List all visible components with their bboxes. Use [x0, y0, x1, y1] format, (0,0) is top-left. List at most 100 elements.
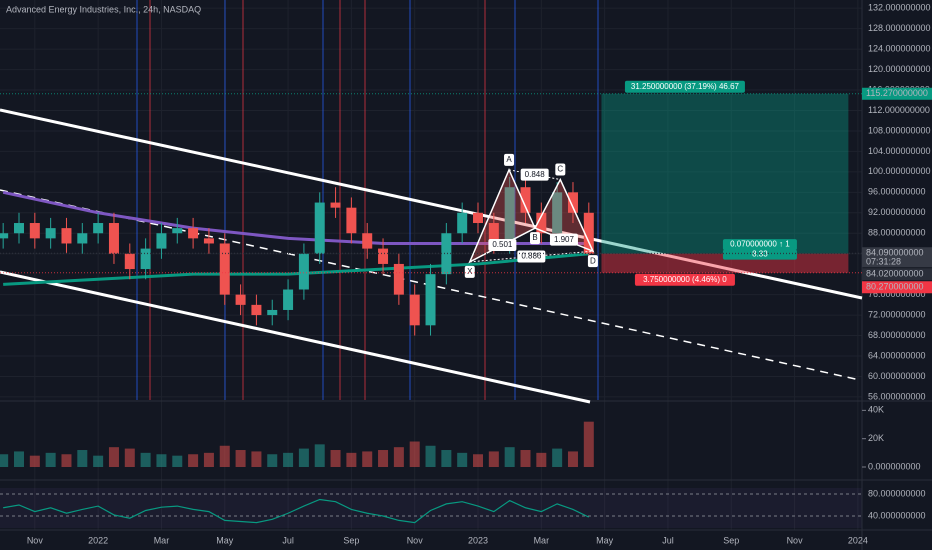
x-tick-label: Mar — [154, 535, 170, 545]
candle-body — [393, 263, 404, 295]
candle-body — [203, 238, 214, 244]
volume-bar — [140, 452, 151, 467]
pattern-ratio: 0.848 — [525, 170, 546, 179]
pattern-ratio: 1.907 — [554, 235, 575, 244]
volume-bar — [583, 421, 594, 467]
candle-body — [156, 233, 167, 249]
pattern-ratio-box — [488, 239, 517, 252]
candle-body — [346, 207, 357, 234]
volume-bar — [61, 454, 72, 467]
volume-bar — [504, 447, 515, 467]
volume-bar — [219, 445, 230, 467]
volume-bar — [314, 444, 325, 467]
x-tick-label: 2023 — [468, 535, 488, 545]
price-marker-box — [862, 87, 932, 100]
price-marker-label: 84.020000000 — [866, 269, 924, 279]
candle-body — [172, 228, 183, 234]
pattern-ratio: 0.501 — [492, 240, 513, 249]
pattern-ratio-box — [520, 168, 549, 181]
candle-body — [0, 233, 9, 239]
volume-bar — [425, 445, 436, 467]
candle-body — [140, 248, 151, 270]
volume-bar — [77, 450, 88, 467]
x-tick-label: 2024 — [848, 535, 868, 545]
volume-bar — [298, 448, 309, 467]
pattern-point-box — [529, 232, 540, 245]
position-entry-sublabel-box — [722, 249, 797, 260]
y-tick-label: 112.000000000 — [868, 105, 930, 115]
candle-body — [504, 187, 515, 244]
position-entry-sublabel: 8.33 — [752, 250, 768, 259]
y-tick-label: 132.000000000 — [868, 3, 931, 13]
candle-body — [457, 212, 468, 234]
pattern-point-label: B — [532, 233, 537, 242]
rsi-band — [0, 488, 862, 528]
y-tick-label: 92.000000000 — [868, 207, 926, 217]
candle-body — [13, 223, 24, 234]
y-tick-label: 108.000000000 — [868, 125, 931, 135]
volume-bar — [330, 450, 341, 467]
candle-body — [29, 223, 40, 239]
price-marker-box — [862, 281, 932, 294]
volume-tick-label: 0.000000000 — [868, 461, 921, 471]
volume-bar — [457, 452, 468, 467]
volume-bar — [346, 452, 357, 467]
volume-bar — [552, 448, 563, 467]
x-tick-label: Mar — [534, 535, 550, 545]
pattern-point-box — [587, 255, 598, 268]
candle-body — [93, 223, 104, 234]
y-tick-label: 72.000000000 — [868, 309, 926, 319]
candle-body — [235, 294, 246, 305]
pattern-point-label: X — [467, 267, 473, 276]
volume-bar — [536, 452, 547, 467]
price-marker-label: 115.270000000 — [866, 88, 928, 98]
symbol-title: Advanced Energy Industries, Inc., 24h, N… — [6, 4, 201, 14]
moving-average — [3, 252, 589, 286]
pattern-point-label: D — [590, 256, 596, 265]
x-tick-label: Nov — [407, 535, 424, 545]
y-tick-label: 96.000000000 — [868, 187, 926, 197]
candle-body — [298, 253, 309, 290]
price-marker-box — [862, 247, 932, 268]
candle-body — [520, 187, 531, 213]
pattern-point-box — [504, 153, 515, 166]
position-target-zone — [601, 93, 849, 254]
price-marker-label: 84.090000000 — [866, 248, 924, 258]
x-tick-label: Nov — [27, 535, 44, 545]
candle-body — [378, 248, 389, 264]
candle-body — [552, 192, 563, 234]
x-tick-label: 2022 — [88, 535, 108, 545]
candle-body — [567, 192, 578, 213]
y-tick-label: 120.000000000 — [868, 64, 931, 74]
y-tick-label: 128.000000000 — [868, 23, 931, 33]
x-tick-label: May — [596, 535, 614, 545]
candle-body — [124, 253, 135, 270]
y-tick-label: 88.000000000 — [868, 228, 926, 238]
candle-body — [77, 233, 88, 244]
x-tick-label: Jul — [662, 535, 674, 545]
x-tick-label: May — [216, 535, 234, 545]
position-target-label-box — [624, 80, 745, 93]
volume-bar — [567, 451, 578, 467]
candle-body — [251, 304, 262, 316]
price-marker-label: 80.270000000 — [866, 282, 924, 292]
pattern-point-label: A — [506, 155, 512, 164]
volume-tick-label: 20K — [868, 433, 884, 443]
x-tick-label: Sep — [343, 535, 359, 545]
volume-bar — [283, 452, 294, 467]
candle-body — [583, 212, 594, 254]
volume-bar — [235, 450, 246, 467]
rsi-line — [3, 498, 590, 524]
candle-body — [45, 228, 56, 239]
price-marker-sublabel: 07:31:28 — [866, 257, 901, 267]
pattern-point-box — [464, 265, 475, 278]
position-target-label: 31.250000000 (37.19%) 46.67 — [631, 82, 740, 91]
position-stop-label: 3.750000000 (4.46%) 0 — [643, 275, 727, 284]
candle-body — [108, 223, 119, 254]
y-tick-label: 100.000000000 — [868, 166, 931, 176]
volume-bar — [13, 451, 24, 467]
volume-bar — [172, 455, 183, 467]
candle-body — [188, 228, 199, 239]
volume-bar — [156, 454, 167, 467]
volume-bar — [29, 455, 40, 467]
